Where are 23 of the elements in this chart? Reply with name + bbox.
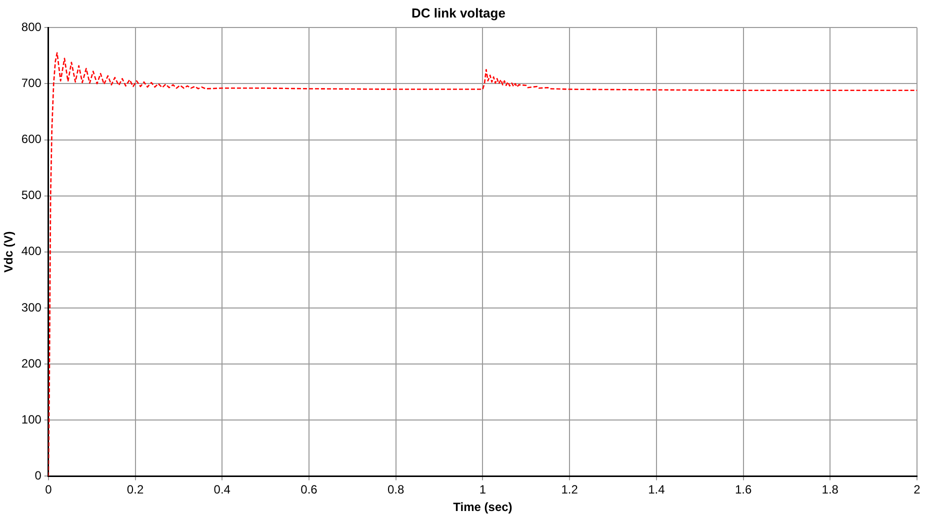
x-tick-label: 0.6 (300, 482, 318, 497)
x-tick-label: 0.2 (126, 482, 144, 497)
chart-title: DC link voltage (412, 5, 506, 20)
x-tick-label: 1.8 (822, 482, 839, 497)
y-tick-label: 800 (21, 20, 42, 34)
y-tick-label: 300 (21, 300, 42, 314)
x-tick-label: 1.6 (734, 482, 752, 497)
x-tick-label: 2 (914, 482, 921, 497)
y-tick-label: 200 (21, 356, 42, 370)
x-tick-label: 1.2 (561, 482, 578, 497)
x-tick-label: 0 (45, 482, 52, 497)
x-tick-label: 1.4 (648, 482, 666, 497)
x-axis-title: Time (sec) (453, 500, 512, 514)
x-tick-label: 1 (479, 482, 486, 497)
y-tick-label: 100 (21, 412, 42, 426)
y-tick-label: 400 (21, 244, 42, 258)
y-tick-label: 0 (34, 468, 42, 483)
y-tick-label: 500 (21, 188, 42, 202)
x-tick-label: 0.8 (388, 482, 405, 497)
x-tick-label: 0.4 (214, 482, 231, 497)
y-axis-title: Vdc (V) (2, 231, 16, 273)
y-tick-label: 700 (21, 76, 42, 90)
y-tick-label: 600 (21, 132, 42, 146)
